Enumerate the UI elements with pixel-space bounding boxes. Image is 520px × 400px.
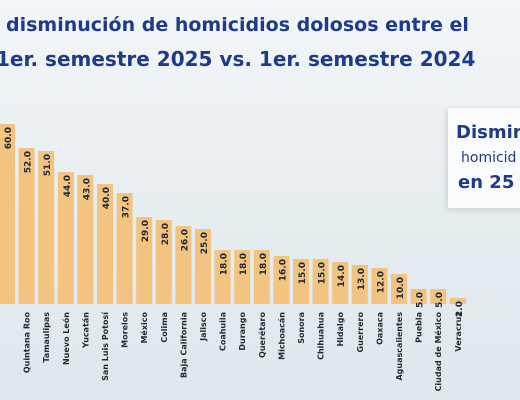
category-label: Durango [238,312,247,351]
category-label: Colima [160,312,169,343]
bar-value-label: 60.0 [4,127,14,149]
bar [371,268,388,304]
side-panel-count: en 25 e [458,172,520,193]
bar [430,289,447,304]
bar-value-label: 37.0 [122,196,132,218]
bar-value-label: 14.0 [337,265,347,287]
category-label: México [139,312,149,344]
category-label: Aguascalientes [395,312,404,381]
category-label: Tamaulipas [42,312,51,363]
bar [273,256,290,304]
bar-value-label: 43.0 [82,178,92,200]
bar-value-label: 5.0 [435,292,445,308]
category-label: Hidalgo [336,312,345,347]
bar [77,175,94,304]
bar-value-label: 18.0 [239,253,249,275]
bar [391,274,407,304]
bar [18,148,35,304]
category-label: Ciudad de México [433,312,443,392]
bar-value-label: 25.0 [200,232,210,254]
category-label: Querétaro [257,312,267,358]
bar-value-label: 10.0 [396,277,406,299]
category-label: Yucatán [81,312,90,349]
bar [351,265,368,304]
category-label: Oaxaca [375,312,384,345]
bar [136,217,153,304]
category-label: Nuevo León [61,312,71,365]
bar [293,259,309,304]
bar-value-label: 18.0 [259,253,269,275]
bar [57,172,74,304]
side-panel-heading: Dismin [456,122,520,143]
category-label: Quintana Roo [23,311,32,373]
chart-title-line2: 1er. semestre 2025 vs. 1er. semestre 202… [0,47,476,71]
bar-value-label: 26.0 [180,229,190,251]
side-panel [448,108,520,208]
category-label: San Luis Potosí [101,311,110,381]
category-label: Puebla [415,312,424,343]
bar [195,229,211,304]
bar-value-label: 40.0 [102,187,112,209]
bar [312,259,329,304]
bar-value-label: 13.0 [357,268,367,290]
bar-value-label: 51.0 [43,154,53,176]
bar [253,250,270,304]
bar-value-label: 15.0 [318,262,328,284]
bar [175,226,192,304]
bar-value-label: 44.0 [63,175,73,197]
bar [0,124,15,304]
bar [97,184,113,304]
bar [410,289,427,304]
bar-value-label: 52.0 [24,151,34,173]
category-label: Sonora [297,312,306,344]
bar [214,250,231,304]
bar-value-label: 5.0 [416,292,426,308]
side-panel-subheading: homicid [461,150,517,166]
category-label: Jalisco [199,311,208,341]
chart-title-line1: disminución de homicidios dolosos entre … [6,14,469,36]
category-label: Guerrero [356,312,365,353]
bar-value-label: 15.0 [298,262,308,284]
category-label: Coahuila [219,312,228,351]
bar [234,250,251,304]
bar [332,262,349,304]
category-label: Baja California [179,312,188,378]
bar [155,220,172,304]
bar [38,151,55,304]
bar-value-label: 16.0 [278,259,288,281]
category-label: Chihuahua [317,312,326,360]
bar-value-label: 12.0 [376,271,386,293]
bar-value-label: 2.0 [455,301,465,317]
bar-value-label: 18.0 [220,253,230,275]
bar [116,193,133,304]
category-label: Michoacán [277,312,286,360]
bar [449,298,466,304]
bar-value-label: 29.0 [141,220,151,242]
category-label: Morelos [121,312,130,348]
category-label: Veracruz [454,312,463,352]
bar-value-label: 28.0 [161,223,171,245]
